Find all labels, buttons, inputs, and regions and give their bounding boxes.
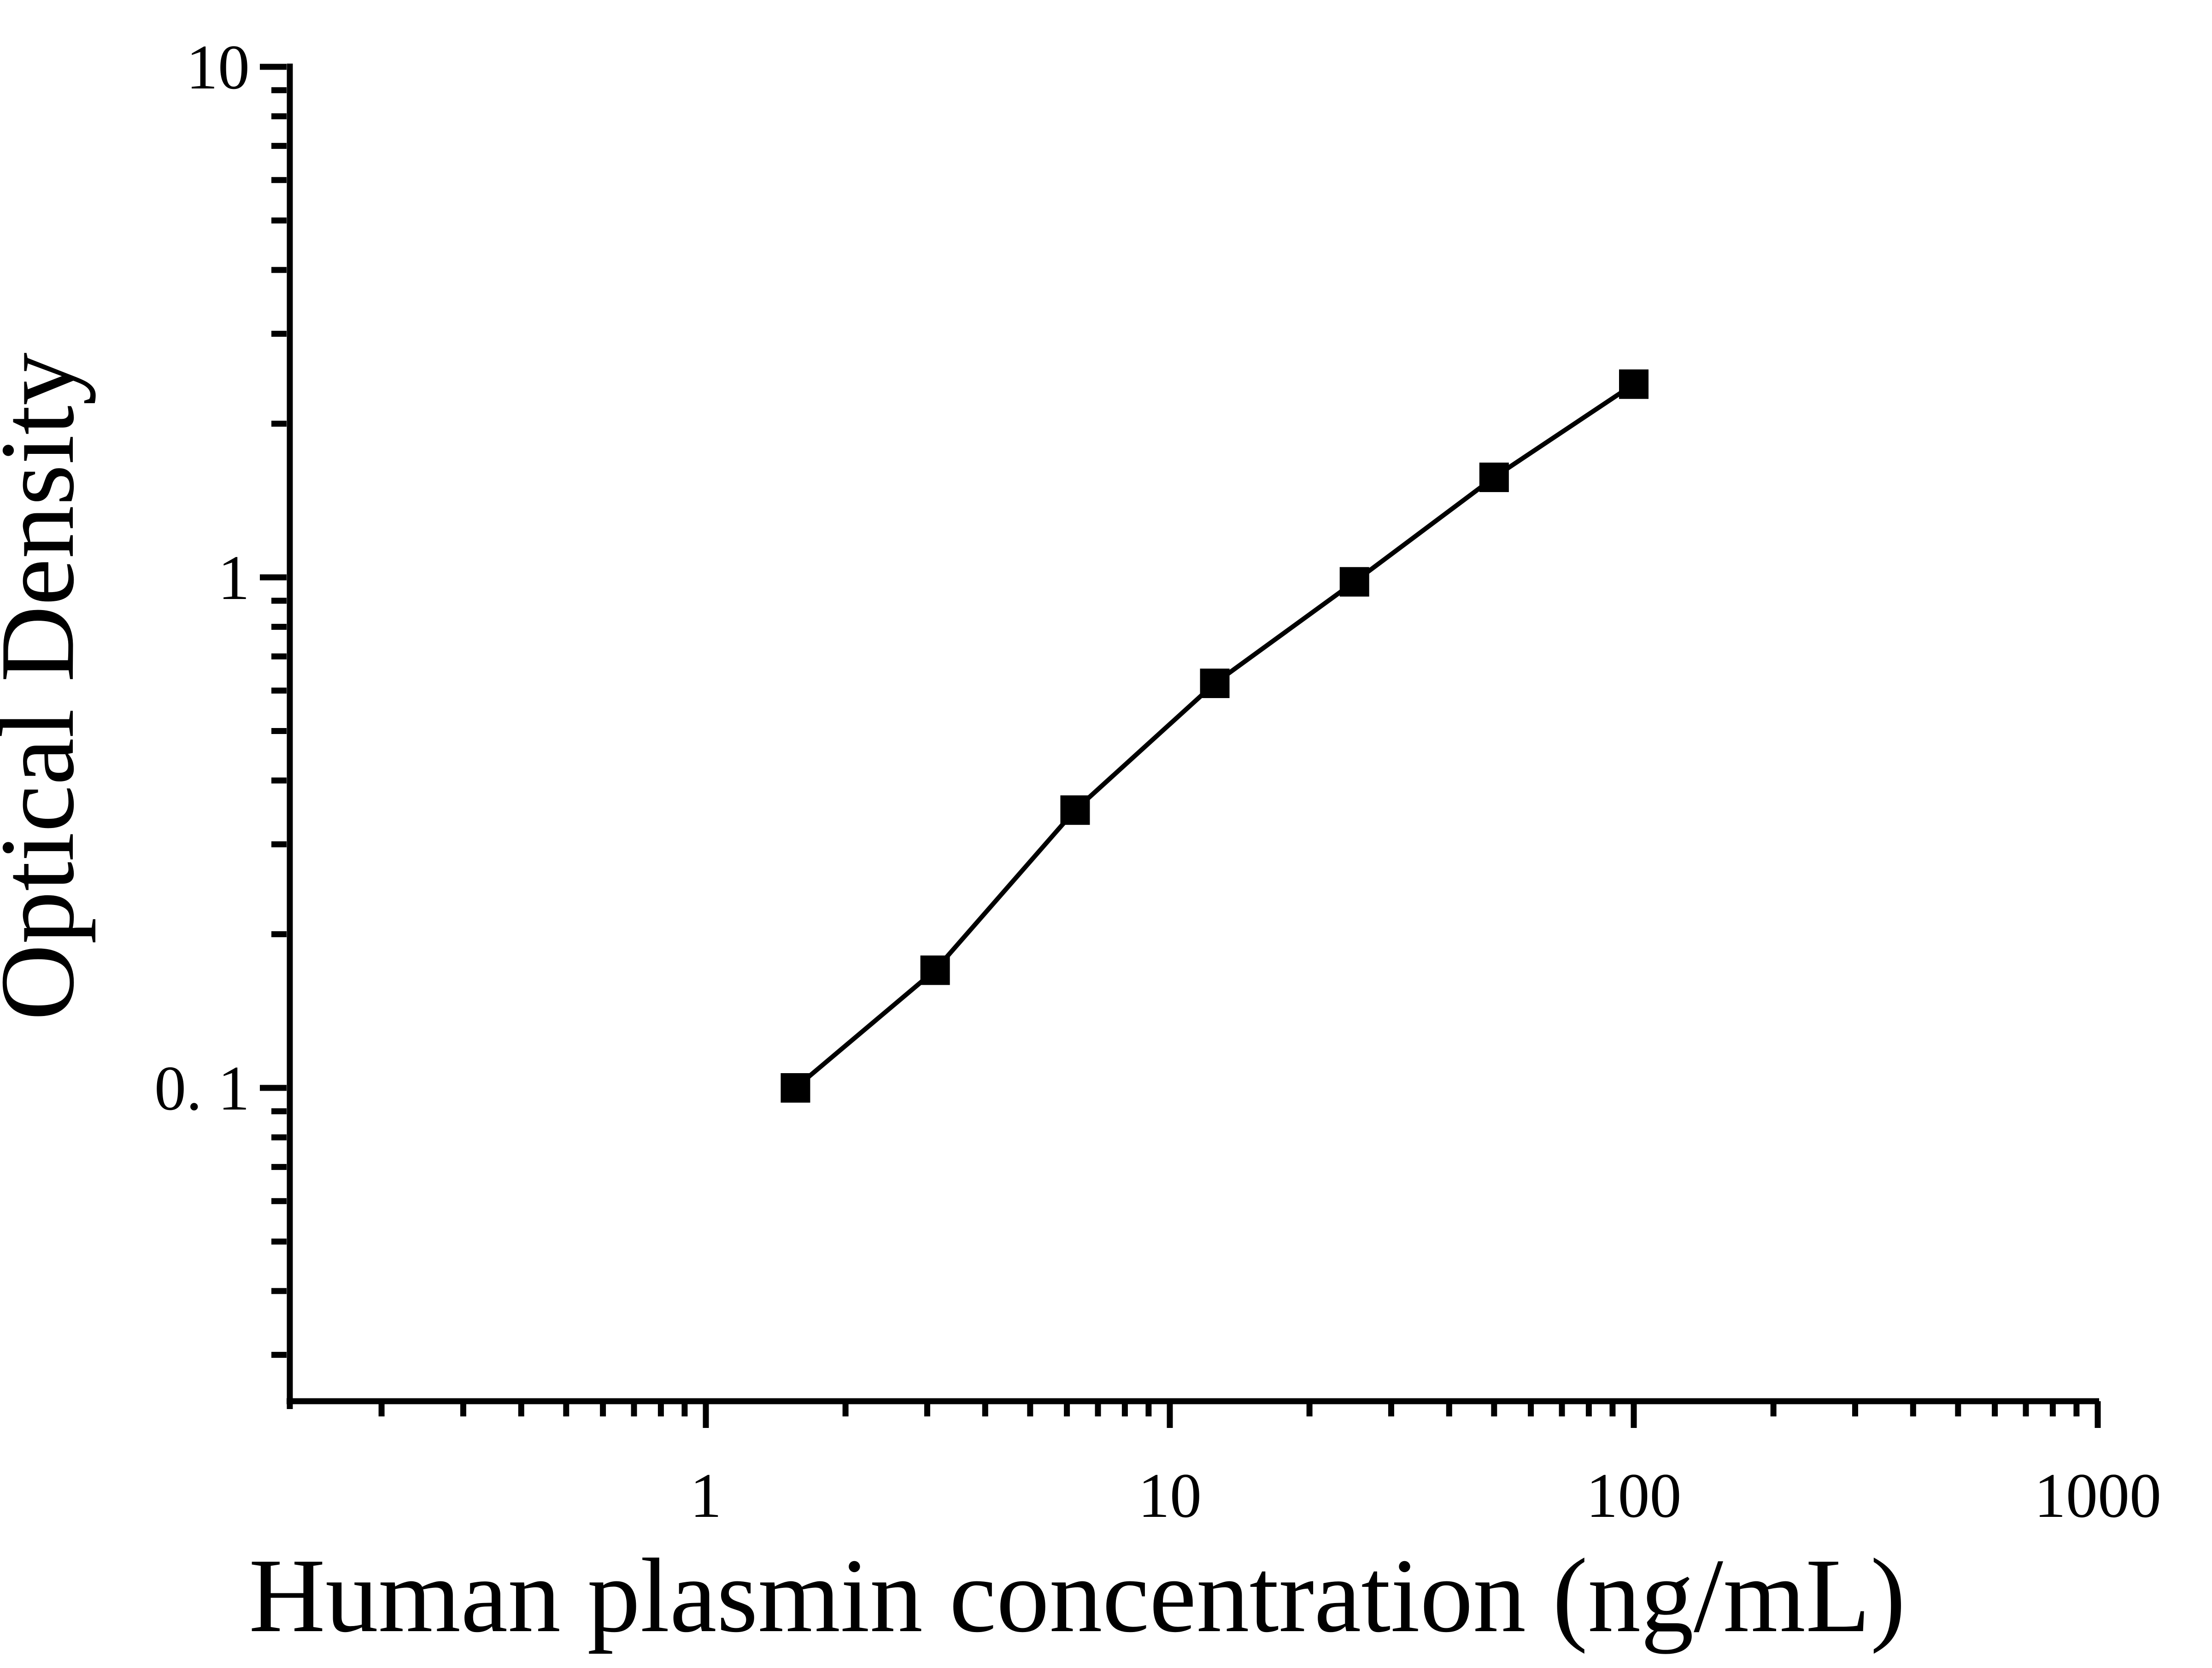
data-point-marker [1200,669,1230,699]
y-axis: 10 1 0. 1 [154,32,293,1409]
x-tick-label: 1000 [2034,1460,2161,1531]
x-tick-label: 100 [1586,1460,1682,1531]
y-tick-label: 0. 1 [154,1053,250,1123]
data-point-marker [920,955,950,985]
data-point-marker [1060,795,1090,825]
x-tick-label: 10 [1138,1460,1202,1531]
data-point-marker [1339,567,1369,597]
y-axis-title: Optical Density [0,352,96,1021]
data-point-marker [780,1073,810,1103]
x-tick-label: 1 [690,1460,722,1531]
x-axis-title: Human plasmin concentration (ng/mL) [249,1537,1906,1654]
data-point-marker [1619,369,1649,399]
data-point-marker [1479,462,1509,492]
x-axis: 1 10 100 1000 [287,1398,2161,1531]
series-marker-group [780,369,1649,1103]
y-tick-label: 1 [218,542,250,613]
y-tick-label: 10 [186,32,250,102]
